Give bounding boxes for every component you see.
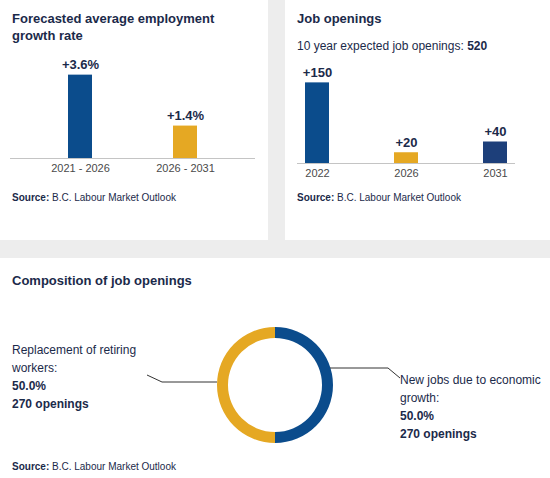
html-text:270 openings: 270 openings <box>12 397 89 411</box>
svg-text:2031: 2031 <box>483 167 507 179</box>
html-text:50.0%: 50.0% <box>400 409 434 423</box>
html-text:270 openings: 270 openings <box>400 427 477 441</box>
html-text:10 year expected job openings:: 10 year expected job openings: 520 <box>297 39 488 53</box>
svg-text:2026 - 2031: 2026 - 2031 <box>156 162 215 174</box>
svg-text:2022: 2022 <box>305 167 329 179</box>
html-text:Source: B.C. Labour Market Out: Source: B.C. Labour Market Outlook <box>12 192 176 203</box>
html-text:Source: B.C. Labour Market Out: Source: B.C. Labour Market Outlook <box>12 461 176 472</box>
html-text:Job openings: Job openings <box>297 11 382 26</box>
svg-text:2021 - 2026: 2021 - 2026 <box>51 162 110 174</box>
html-text:Composition of job openings: Composition of job openings <box>12 273 192 288</box>
svg-text:2026: 2026 <box>394 167 418 179</box>
svg-text:+150: +150 <box>303 65 332 80</box>
svg-text:+20: +20 <box>395 135 417 150</box>
svg-text:+1.4%: +1.4% <box>167 108 205 123</box>
html-text:Replacement of retiring worker: Replacement of retiring workers: <box>12 343 137 375</box>
html-text:New jobs due to economic growt: New jobs due to economic growth: <box>400 373 541 405</box>
svg-text:+40: +40 <box>484 124 506 139</box>
html-text:Forecasted average employment: Forecasted average employment growth rat… <box>12 11 215 43</box>
svg-text:+3.6%: +3.6% <box>62 57 100 72</box>
html-text:Source: B.C. Labour Market Out: Source: B.C. Labour Market Outlook <box>297 192 461 203</box>
html-text:50.0%: 50.0% <box>12 379 46 393</box>
